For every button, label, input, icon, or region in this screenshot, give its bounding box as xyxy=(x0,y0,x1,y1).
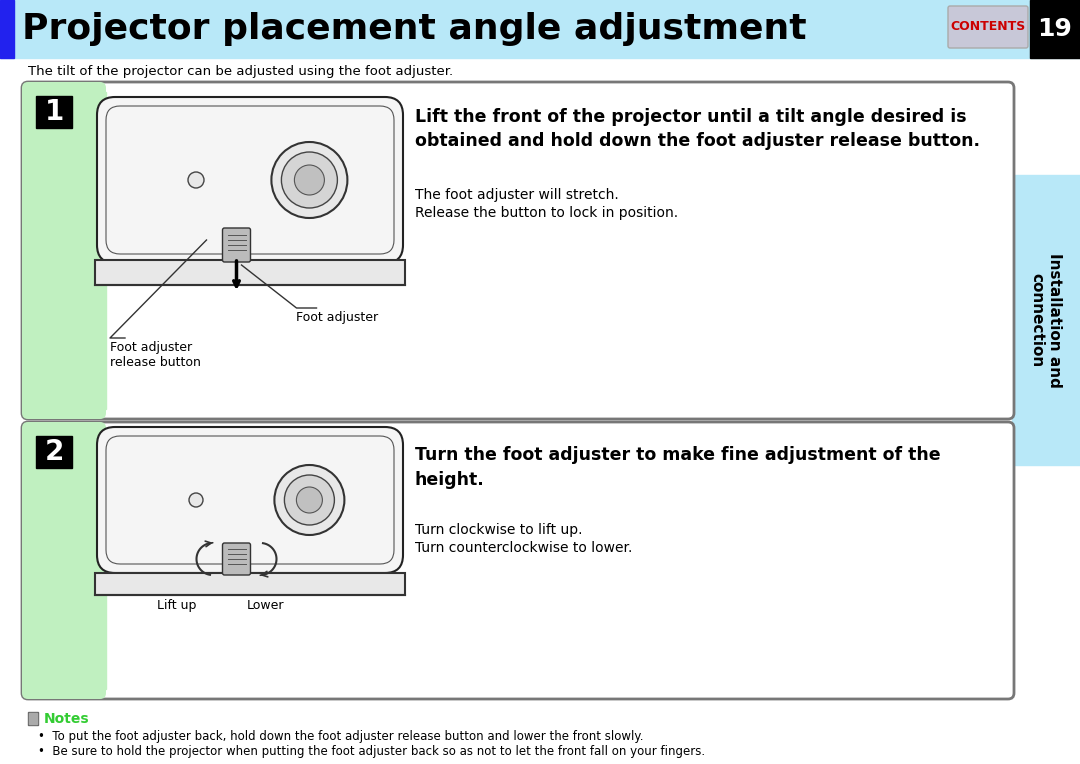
FancyBboxPatch shape xyxy=(948,6,1028,48)
Text: Lift up: Lift up xyxy=(157,599,197,612)
Text: Turn clockwise to lift up.: Turn clockwise to lift up. xyxy=(415,523,582,537)
Circle shape xyxy=(284,475,335,525)
FancyBboxPatch shape xyxy=(22,82,1014,419)
Bar xyxy=(0,0,1080,58)
Circle shape xyxy=(271,142,348,218)
Text: Lower: Lower xyxy=(246,599,284,612)
Text: Lift the front of the projector until a tilt angle desired is
obtained and hold : Lift the front of the projector until a … xyxy=(415,108,980,150)
Bar xyxy=(1030,0,1080,58)
Text: Installation and
connection: Installation and connection xyxy=(1030,253,1063,387)
Circle shape xyxy=(274,465,345,535)
Bar xyxy=(36,436,72,468)
Text: Turn counterclockwise to lower.: Turn counterclockwise to lower. xyxy=(415,541,633,555)
Circle shape xyxy=(296,487,323,513)
Bar xyxy=(78,92,106,409)
FancyBboxPatch shape xyxy=(97,427,403,573)
Text: CONTENTS: CONTENTS xyxy=(950,21,1026,34)
Circle shape xyxy=(188,172,204,188)
FancyBboxPatch shape xyxy=(22,82,106,419)
Circle shape xyxy=(189,493,203,507)
Circle shape xyxy=(282,152,337,208)
Bar xyxy=(95,573,405,595)
Text: 1: 1 xyxy=(44,98,64,126)
Text: 2: 2 xyxy=(44,438,64,466)
Bar xyxy=(1012,175,1080,465)
FancyBboxPatch shape xyxy=(22,422,1014,699)
Bar xyxy=(78,432,106,689)
Text: Release the button to lock in position.: Release the button to lock in position. xyxy=(415,206,678,220)
Bar xyxy=(95,260,405,285)
Bar xyxy=(28,712,38,725)
Text: Foot adjuster: Foot adjuster xyxy=(297,311,379,324)
Text: •  Be sure to hold the projector when putting the foot adjuster back so as not t: • Be sure to hold the projector when put… xyxy=(38,745,705,758)
Bar xyxy=(36,96,72,128)
Bar xyxy=(29,713,37,724)
Text: Foot adjuster
release button: Foot adjuster release button xyxy=(110,341,201,369)
FancyBboxPatch shape xyxy=(97,97,403,263)
Text: The foot adjuster will stretch.: The foot adjuster will stretch. xyxy=(415,188,619,202)
FancyBboxPatch shape xyxy=(222,228,251,262)
Text: Projector placement angle adjustment: Projector placement angle adjustment xyxy=(22,12,807,46)
Text: 19: 19 xyxy=(1038,17,1072,41)
Text: Turn the foot adjuster to make fine adjustment of the
height.: Turn the foot adjuster to make fine adju… xyxy=(415,446,941,489)
Circle shape xyxy=(295,165,324,195)
Text: The tilt of the projector can be adjusted using the foot adjuster.: The tilt of the projector can be adjuste… xyxy=(28,66,454,79)
FancyBboxPatch shape xyxy=(222,543,251,575)
FancyBboxPatch shape xyxy=(22,422,106,699)
Bar xyxy=(0,0,14,58)
Text: •  To put the foot adjuster back, hold down the foot adjuster release button and: • To put the foot adjuster back, hold do… xyxy=(38,730,644,743)
Text: Notes: Notes xyxy=(44,712,90,726)
